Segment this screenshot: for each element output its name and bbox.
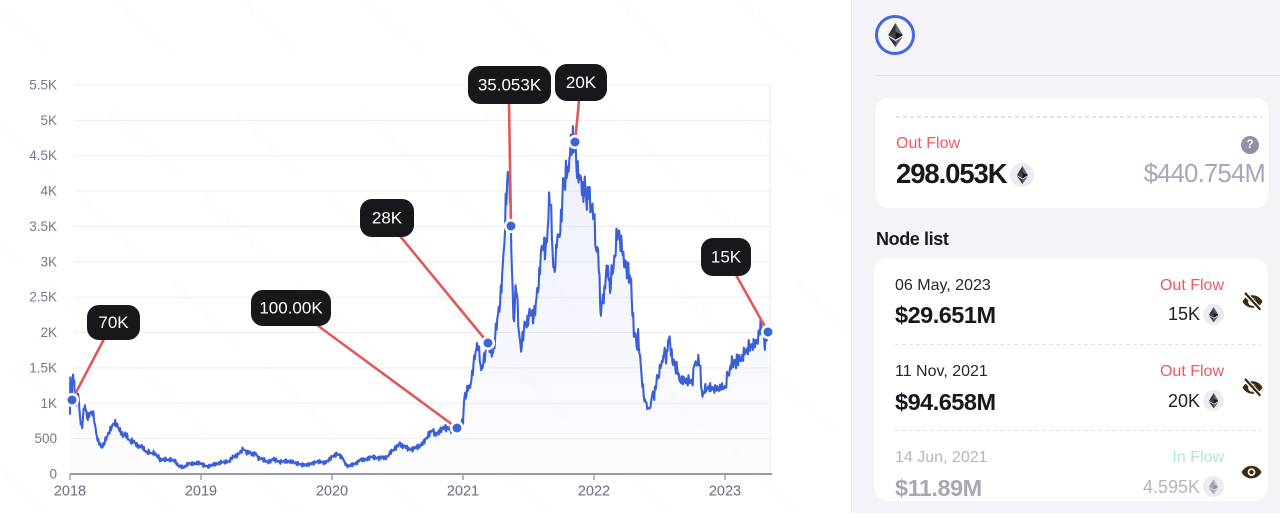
svg-text:1K: 1K [40, 396, 57, 411]
svg-text:28K: 28K [372, 209, 403, 228]
svg-text:BitInfoCharts.com: BitInfoCharts.com [74, 192, 153, 267]
svg-text:2K: 2K [40, 325, 57, 340]
svg-text:2021: 2021 [447, 484, 479, 500]
svg-text:BitInfoCharts.com: BitInfoCharts.com [0, 192, 28, 267]
svg-text:BitInfoCharts.com: BitInfoCharts.com [760, 362, 839, 437]
svg-text:BitInfoCharts.com: BitInfoCharts.com [473, 0, 552, 57]
svg-text:15K: 15K [711, 248, 742, 267]
svg-text:100.00K: 100.00K [259, 299, 323, 318]
svg-text:20K: 20K [566, 73, 597, 92]
svg-text:BitInfoCharts.com: BitInfoCharts.com [106, 107, 185, 182]
svg-text:BitInfoCharts.com: BitInfoCharts.com [199, 192, 278, 267]
svg-text:BitInfoCharts.com: BitInfoCharts.com [606, 107, 685, 182]
svg-text:70K: 70K [98, 313, 129, 332]
svg-text:BitInfoCharts.com: BitInfoCharts.com [481, 107, 560, 182]
svg-text:2023: 2023 [709, 484, 741, 500]
svg-text:2022: 2022 [578, 484, 610, 500]
svg-text:BitInfoCharts.com: BitInfoCharts.com [348, 0, 427, 57]
svg-text:BitInfoCharts.com: BitInfoCharts.com [723, 0, 802, 57]
svg-text:BitInfoCharts.com: BitInfoCharts.com [135, 362, 214, 437]
svg-text:3K: 3K [40, 254, 57, 269]
svg-text:2020: 2020 [316, 484, 348, 500]
svg-text:BitInfoCharts.com: BitInfoCharts.com [98, 0, 177, 57]
svg-text:4K: 4K [40, 184, 57, 199]
svg-text:BitInfoCharts.com: BitInfoCharts.com [731, 107, 810, 182]
svg-text:2.5K: 2.5K [29, 290, 57, 305]
svg-text:BitInfoCharts.com: BitInfoCharts.com [0, 0, 52, 57]
svg-text:BitInfoCharts.com: BitInfoCharts.com [792, 277, 852, 352]
svg-text:BitInfoCharts.com: BitInfoCharts.com [824, 192, 852, 267]
svg-text:2019: 2019 [185, 484, 217, 500]
svg-text:1.5K: 1.5K [29, 360, 57, 375]
svg-text:BitInfoCharts.com: BitInfoCharts.com [667, 277, 746, 352]
svg-text:5K: 5K [40, 113, 57, 128]
svg-text:BitInfoCharts.com: BitInfoCharts.com [260, 362, 339, 437]
svg-text:BitInfoCharts.com: BitInfoCharts.com [231, 107, 310, 182]
svg-text:3.5K: 3.5K [29, 219, 57, 234]
svg-text:BitInfoCharts.com: BitInfoCharts.com [223, 0, 302, 57]
svg-text:BitInfoCharts.com: BitInfoCharts.com [848, 0, 852, 57]
svg-text:BitInfoCharts.com: BitInfoCharts.com [167, 277, 246, 352]
svg-text:2018: 2018 [54, 484, 86, 500]
svg-text:0: 0 [49, 467, 57, 482]
svg-text:500: 500 [34, 431, 57, 446]
svg-text:BitInfoCharts.com: BitInfoCharts.com [598, 0, 677, 57]
svg-text:4.5K: 4.5K [29, 148, 57, 163]
svg-text:BitInfoCharts.com: BitInfoCharts.com [356, 107, 435, 182]
svg-text:35.053K: 35.053K [478, 76, 542, 95]
svg-text:5.5K: 5.5K [29, 78, 57, 93]
